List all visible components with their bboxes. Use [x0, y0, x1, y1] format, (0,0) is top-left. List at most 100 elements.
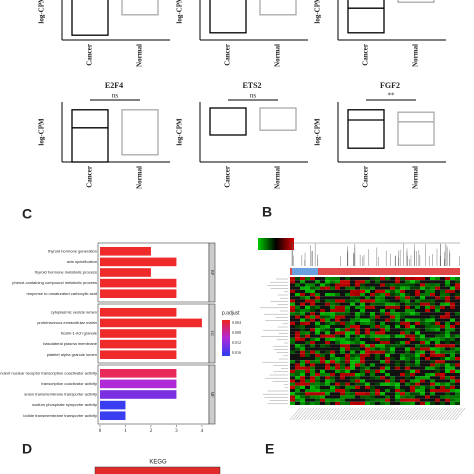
heat-cell [385, 305, 390, 309]
heat-cell [345, 309, 350, 313]
heat-cell [295, 296, 300, 300]
heat-cell [310, 312, 315, 316]
heat-cell [415, 379, 420, 383]
heat-cell [365, 286, 370, 290]
heat-cell [330, 357, 335, 361]
heat-cell [425, 389, 430, 393]
heat-cell [335, 283, 340, 287]
heat-cell [440, 366, 445, 370]
col-label [309, 407, 320, 421]
heat-cell [290, 376, 295, 380]
heat-cell [305, 366, 310, 370]
heat-cell [335, 337, 340, 341]
heat-cell [330, 305, 335, 309]
heat-cell [425, 289, 430, 293]
heat-cell [315, 353, 320, 357]
heat-cell [295, 373, 300, 377]
heat-cell [295, 350, 300, 354]
heat-cell [355, 360, 360, 364]
heat-cell [345, 328, 350, 332]
heat-cell [400, 280, 405, 284]
heat-cell [450, 277, 455, 281]
heat-cell [410, 373, 415, 377]
heat-cell [315, 315, 320, 319]
x-tick-label: 2 [150, 429, 153, 434]
col-label [401, 407, 413, 421]
heat-cell [365, 277, 370, 281]
heat-cell [430, 334, 435, 338]
p-adjust-scale [222, 320, 230, 356]
category-label: transcription coactivator activity [41, 381, 97, 386]
heat-cell [375, 341, 380, 345]
heat-cell [420, 286, 425, 290]
heat-cell [410, 321, 415, 325]
heat-cell [315, 318, 320, 322]
heat-cell [375, 401, 380, 405]
heat-cell [395, 315, 400, 319]
heat-cell [420, 289, 425, 293]
heat-cell [375, 347, 380, 351]
heat-cell [445, 382, 450, 386]
bar [100, 268, 151, 277]
heat-cell [340, 389, 345, 393]
heat-cell [335, 325, 340, 329]
heat-cell [400, 395, 405, 399]
heat-cell [315, 277, 320, 281]
heat-cell [340, 344, 345, 348]
heat-cell [455, 353, 460, 357]
x-tick-label: Normal [412, 166, 420, 189]
heat-cell [370, 318, 375, 322]
heat-cell [315, 347, 320, 351]
heat-cell [395, 328, 400, 332]
heat-cell [340, 357, 345, 361]
panel-label: E [265, 441, 274, 457]
heat-cell [450, 305, 455, 309]
heat-cell [430, 401, 435, 405]
heat-cell [400, 357, 405, 361]
heat-cell [360, 341, 365, 345]
heat-cell [340, 369, 345, 373]
heat-cell [345, 353, 350, 357]
heat-cell [320, 389, 325, 393]
heat-cell [340, 398, 345, 402]
heat-cell [345, 398, 350, 402]
heat-cell [395, 398, 400, 402]
heat-cell [430, 357, 435, 361]
heat-cell [435, 280, 440, 284]
bar [100, 339, 177, 349]
heat-cell [315, 373, 320, 377]
heat-cell [370, 350, 375, 354]
heat-cell [440, 389, 445, 393]
heat-cell [445, 373, 450, 377]
heat-cell [440, 325, 445, 329]
heat-cell [375, 296, 380, 300]
heat-cell [355, 401, 360, 405]
heat-cell [445, 289, 450, 293]
heat-cell [325, 331, 330, 335]
heat-cell [385, 296, 390, 300]
heat-cell [350, 280, 355, 284]
heat-cell [385, 379, 390, 383]
heat-cell [315, 392, 320, 396]
heat-cell [320, 318, 325, 322]
heat-cell [360, 398, 365, 402]
heat-cell [370, 369, 375, 373]
heat-cell [335, 401, 340, 405]
heat-cell [370, 334, 375, 338]
heat-cell [410, 293, 415, 297]
heat-cell [315, 385, 320, 389]
heat-cell [405, 334, 410, 338]
heat-cell [425, 315, 430, 319]
heat-cell [355, 293, 360, 297]
heat-cell [305, 286, 310, 290]
heat-cell [455, 341, 460, 345]
heat-cell [445, 321, 450, 325]
heat-cell [405, 379, 410, 383]
heat-cell [440, 318, 445, 322]
heat-cell [355, 315, 360, 319]
heat-cell [450, 385, 455, 389]
panel-title: ETS2 [242, 81, 261, 90]
heat-cell [345, 369, 350, 373]
bar [100, 278, 177, 288]
heat-cell [375, 305, 380, 309]
